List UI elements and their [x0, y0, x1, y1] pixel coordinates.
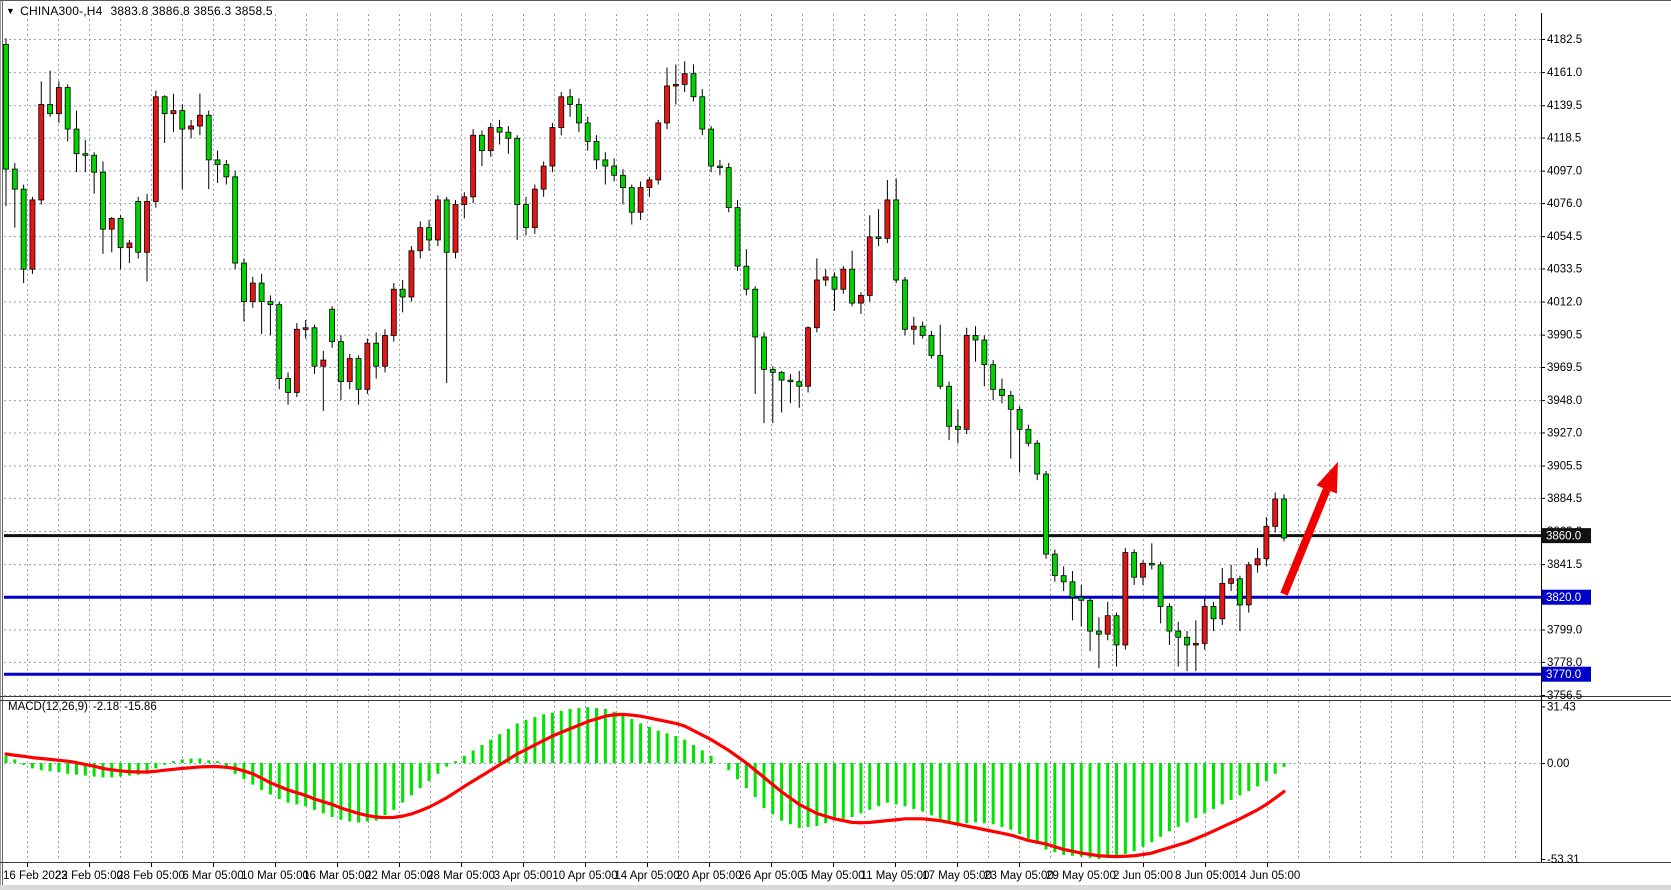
price-tick-label: 3778.0 — [1547, 657, 1582, 669]
macd-axis[interactable]: 31.43 0.00 -53.31 — [1541, 701, 1580, 866]
chart-title: ▼ CHINA300-,H4 3883.8 3886.8 3856.3 3858.5 — [6, 4, 273, 18]
macd-signal-value: -15.86 — [124, 701, 157, 713]
price-tick-label: 4118.5 — [1547, 133, 1581, 145]
symbol-dropdown-icon[interactable]: ▼ — [6, 6, 16, 16]
price-tick-label: 4182.5 — [1547, 34, 1582, 46]
time-tick-label: 16 Feb 2023 — [3, 870, 68, 882]
symbol-timeframe-label: CHINA300-,H4 — [20, 4, 103, 18]
time-tick-label: 16 Mar 05:00 — [303, 870, 371, 882]
level-price-tag: 3860.0 — [1546, 531, 1581, 543]
time-tick-label: 28 Mar 05:00 — [427, 870, 495, 882]
price-tick-label: 4054.5 — [1547, 231, 1582, 243]
price-tick-label: 4161.0 — [1547, 67, 1582, 79]
price-tick-label: 3799.0 — [1547, 625, 1582, 637]
macd-tick-label: 31.43 — [1547, 701, 1576, 713]
price-tick-label: 3756.5 — [1547, 690, 1582, 702]
time-tick-label: 3 Apr 05:00 — [494, 870, 553, 882]
level-price-tag: 3770.0 — [1546, 669, 1581, 681]
price-tick-label: 4139.5 — [1547, 100, 1582, 112]
macd-current-value: -2.18 — [92, 701, 120, 713]
price-tick-label: 3841.5 — [1547, 559, 1582, 571]
time-tick-label: 17 May 05:00 — [922, 870, 992, 882]
price-tick-label: 3969.5 — [1547, 362, 1582, 374]
ohlc-readout: 3883.8 3886.8 3856.3 3858.5 — [110, 4, 273, 18]
macd-name: MACD(12,26,9) — [8, 701, 88, 713]
price-tick-label: 3905.5 — [1547, 461, 1582, 473]
time-tick-label: 29 May 05:00 — [1046, 870, 1116, 882]
price-tick-label: 4012.0 — [1547, 297, 1582, 309]
price-tick-label: 3884.5 — [1547, 493, 1582, 505]
time-tick-label: 26 Apr 05:00 — [738, 870, 803, 882]
time-tick-label: 28 Feb 05:00 — [117, 870, 185, 882]
time-tick-label: 20 Apr 05:00 — [676, 870, 741, 882]
candles-layer — [3, 38, 1287, 672]
time-tick-label: 14 Jun 05:00 — [1234, 870, 1301, 882]
time-tick-label: 23 May 05:00 — [984, 870, 1054, 882]
time-tick-label: 14 Apr 05:00 — [614, 870, 679, 882]
level-price-tags: 3860.0 3820.0 3770.0 — [1542, 528, 1591, 682]
time-tick-label: 5 May 05:00 — [801, 870, 864, 882]
macd-signal-layer — [4, 712, 1286, 859]
level-price-tag: 3820.0 — [1546, 592, 1581, 604]
time-tick-label: 22 Mar 05:00 — [365, 870, 433, 882]
macd-tick-label: 0.00 — [1547, 758, 1569, 770]
price-tick-label: 3990.5 — [1547, 330, 1582, 342]
price-tick-label: 4033.5 — [1547, 263, 1582, 275]
price-tick-label: 3948.0 — [1547, 395, 1582, 407]
price-tick-label: 4076.0 — [1547, 198, 1582, 210]
macd-indicator-label: MACD(12,26,9) -2.18 -15.86 — [8, 701, 162, 713]
time-tick-label: 10 Apr 05:00 — [552, 870, 617, 882]
time-tick-label: 11 May 05:00 — [861, 870, 930, 882]
price-tick-label: 3927.0 — [1547, 427, 1582, 439]
price-tick-label: 4097.0 — [1547, 166, 1582, 178]
time-tick-label: 6 Mar 05:00 — [182, 870, 243, 882]
time-tick-label: 8 Jun 05:00 — [1175, 870, 1235, 882]
trend-arrow[interactable] — [1280, 461, 1338, 596]
time-tick-label: 10 Mar 05:00 — [241, 870, 309, 882]
time-tick-label: 2 Jun 05:00 — [1113, 870, 1173, 882]
time-tick-label: 22 Feb 05:00 — [55, 870, 123, 882]
macd-signal-line — [4, 712, 1286, 859]
macd-tick-label: -53.31 — [1547, 854, 1580, 866]
